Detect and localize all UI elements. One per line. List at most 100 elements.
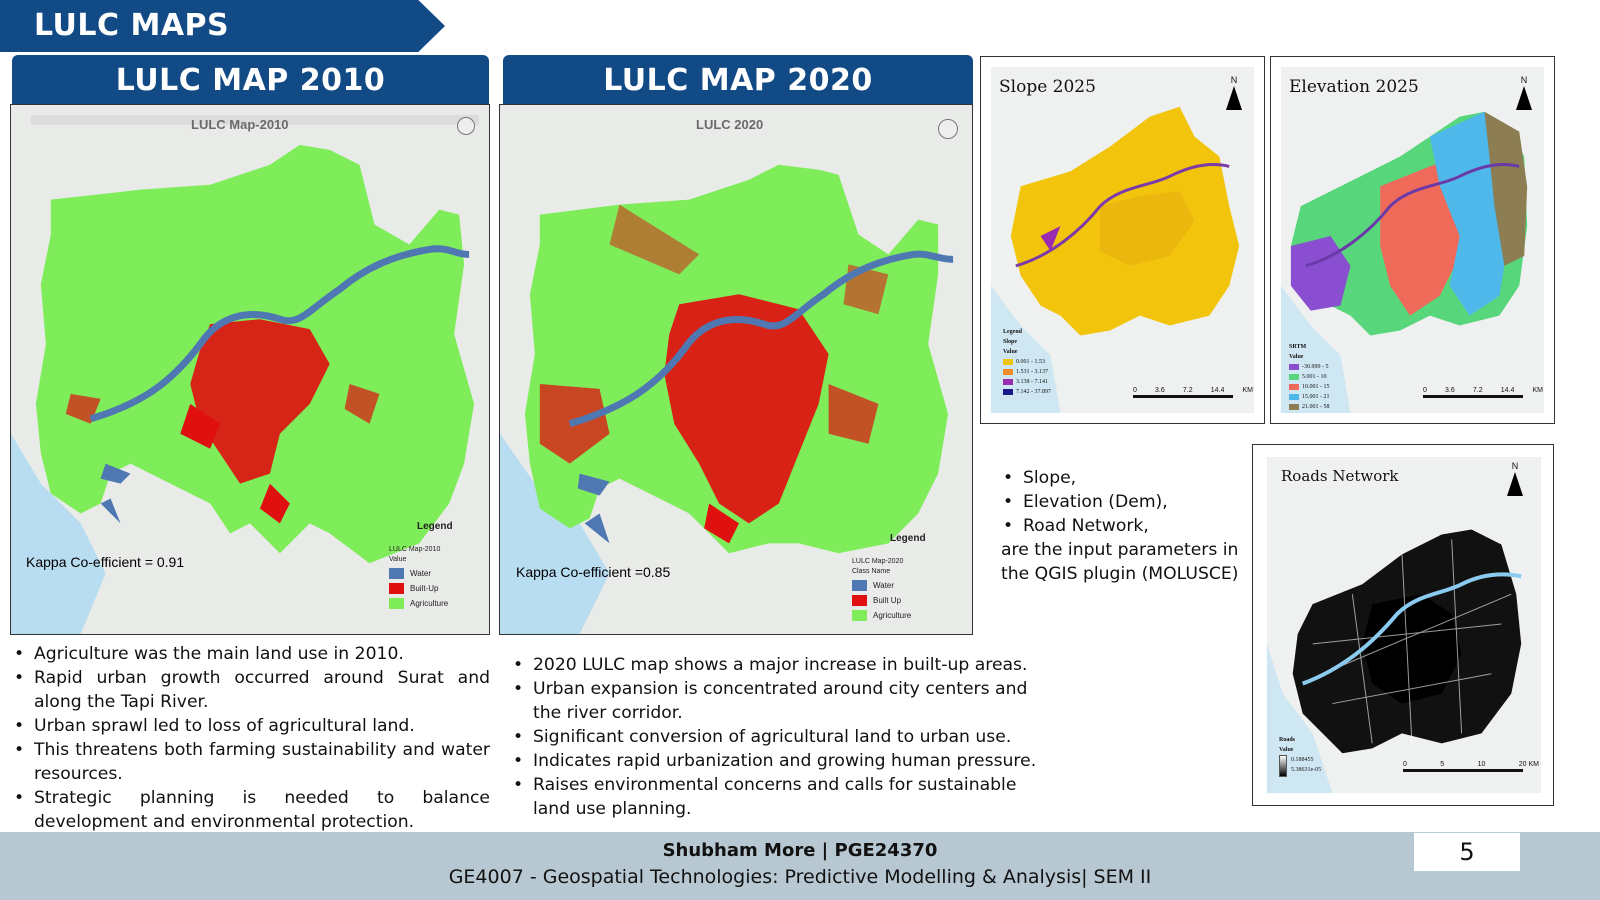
north-label: N: [1230, 75, 1238, 85]
legend-label: 21.001 - 58: [1302, 404, 1330, 410]
roads-scale-bar: 0 5 10 20 KM: [1403, 761, 1539, 772]
bullet-item: This threatens both farming sustainabili…: [12, 738, 490, 786]
legend-subtitle: LULC Map-2010: [389, 546, 441, 553]
scale-label: 10: [1477, 761, 1486, 768]
input-parameters: Slope, Elevation (Dem), Road Network, ar…: [1001, 466, 1241, 586]
bullet-item: Raises environmental concerns and calls …: [511, 773, 1051, 821]
section-banner: LULC MAPS: [0, 0, 445, 52]
scale-label: 7.2: [1472, 387, 1483, 394]
slope-map-title: Slope 2025: [999, 77, 1096, 97]
legend-value-label: Value: [1279, 747, 1294, 753]
bullet-item: Significant conversion of agricultural l…: [511, 725, 1051, 749]
slope-map-frame: Slope 2025 N Legend Slope Value 0.001 - …: [980, 56, 1265, 424]
bullet-item: Rapid urban growth occurred around Surat…: [12, 666, 490, 714]
scale-label: 3.6: [1445, 387, 1455, 394]
legend-label: Water: [873, 581, 895, 590]
map-2010-header-label: LULC MAP 2010: [115, 62, 386, 98]
legend-low-value: 5.38631e-05: [1291, 767, 1322, 773]
scale-label: 20 KM: [1518, 761, 1539, 768]
bullets-2010: Agriculture was the main land use in 201…: [12, 642, 490, 834]
legend-item-builtup: Built-Up: [389, 581, 453, 596]
legend-heading: Roads: [1279, 737, 1296, 743]
bullet-item: Indicates rapid urbanization and growing…: [511, 749, 1051, 773]
legend-item: 3.138 - 7.141: [1003, 377, 1051, 387]
legend-item: 21.001 - 58: [1289, 402, 1330, 412]
agriculture-swatch: [852, 610, 867, 621]
legend-label: Agriculture: [410, 599, 449, 608]
legend-item: 5.001 - 10: [1289, 372, 1330, 382]
north-label: N: [1520, 75, 1528, 85]
legend-item: 1.531 - 3.137: [1003, 367, 1051, 377]
scale-label: 14.4: [1210, 387, 1225, 394]
slope-scale-bar: 0 3.6 7.2 14.4 KM: [1133, 387, 1253, 398]
legend-title: Legend: [417, 521, 453, 532]
builtup-swatch: [389, 583, 404, 594]
bullet-item: Urban sprawl led to loss of agricultural…: [12, 714, 490, 738]
scale-label: 14.4: [1500, 387, 1515, 394]
map-2020-header: LULC MAP 2020: [503, 55, 973, 105]
legend-label: 1.531 - 3.137: [1016, 369, 1048, 375]
builtup-swatch: [852, 595, 867, 606]
water-swatch: [389, 568, 404, 579]
map-2020-frame: LULC 2020 Kappa Co-efficient =0.85 Legen…: [499, 104, 973, 635]
input-note: are the input parameters in the QGIS plu…: [1001, 540, 1239, 584]
compass-icon: [457, 117, 475, 135]
roads-map-image: [1253, 445, 1553, 805]
bullets-2020: 2020 LULC map shows a major increase in …: [511, 653, 1051, 821]
roads-legend: Roads Value 0.188455 5.38631e-05: [1279, 735, 1321, 777]
agriculture-swatch: [389, 598, 404, 609]
north-arrow-icon: N: [1515, 75, 1533, 110]
map-2010-title: LULC Map-2010: [191, 117, 289, 132]
legend-item: -30.999 - 5: [1289, 362, 1330, 372]
legend-label: -30.999 - 5: [1302, 364, 1329, 370]
legend-item-agriculture: Agriculture: [389, 596, 453, 611]
legend-value-label: Class Name: [852, 568, 891, 575]
scale-label: KM: [1532, 387, 1544, 394]
legend-value-label: Value: [389, 556, 407, 563]
legend-label: 0.001 - 1.53: [1016, 359, 1045, 365]
map-2020-legend: Legend LULC Map-2020 Class Name Water Bu…: [852, 533, 926, 623]
elevation-map-image: [1271, 57, 1554, 423]
map-2020-title: LULC 2020: [696, 117, 764, 132]
scale-label: 7.2: [1182, 387, 1193, 394]
scale-label: 0: [1423, 387, 1427, 394]
scale-label: KM: [1242, 387, 1254, 394]
legend-label: Built-Up: [410, 584, 439, 593]
map-2010-image: [11, 105, 489, 634]
page-number: 5: [1414, 833, 1520, 871]
footer-author: Shubham More | PGE24370: [662, 840, 938, 861]
map-2010-frame: LULC Map-2010 Kappa Co-efficient = 0.91 …: [10, 104, 490, 635]
map-2010-legend: Legend LULC Map-2010 Value Water Built-U…: [389, 521, 453, 611]
legend-value-label: Value: [1289, 354, 1304, 360]
scale-label: 0: [1133, 387, 1137, 394]
water-swatch: [852, 580, 867, 591]
slope-legend: Legend Slope Value 0.001 - 1.53 1.531 - …: [1003, 327, 1051, 397]
scale-label: 0: [1403, 761, 1407, 768]
elevation-scale-bar: 0 3.6 7.2 14.4 KM: [1423, 387, 1543, 398]
legend-item-agriculture: Agriculture: [852, 608, 926, 623]
legend-label: 3.138 - 7.141: [1016, 379, 1048, 385]
map-2010-header: LULC MAP 2010: [12, 55, 489, 105]
legend-label: Built Up: [873, 596, 902, 605]
roads-map-frame: Roads Network N Roads Value 0.188455 5.3…: [1252, 444, 1554, 806]
footer-course: GE4007 - Geospatial Technologies: Predic…: [448, 866, 1152, 888]
compass-icon: [938, 119, 958, 139]
input-item: Elevation (Dem),: [1001, 490, 1241, 514]
scale-label: 3.6: [1155, 387, 1165, 394]
roads-gradient-swatch: [1279, 755, 1287, 777]
legend-heading: Legend: [1003, 329, 1023, 335]
input-item: Slope,: [1001, 466, 1241, 490]
legend-item-builtup: Built Up: [852, 593, 926, 608]
legend-label: Agriculture: [873, 611, 912, 620]
elevation-map-frame: Elevation 2025 N SRTM Value -30.999 - 5 …: [1270, 56, 1555, 424]
legend-item: 10.001 - 15: [1289, 382, 1330, 392]
north-arrow-icon: N: [1506, 461, 1524, 496]
map-2020-header-label: LULC MAP 2020: [603, 62, 873, 98]
legend-subheading: Slope: [1003, 339, 1018, 345]
north-arrow-icon: N: [1225, 75, 1243, 110]
legend-label: Water: [410, 569, 432, 578]
legend-label: 15.001 - 21: [1302, 394, 1330, 400]
legend-label: 10.001 - 15: [1302, 384, 1330, 390]
legend-item: 7.142 - 37.897: [1003, 387, 1051, 397]
section-title: LULC MAPS: [34, 8, 230, 43]
